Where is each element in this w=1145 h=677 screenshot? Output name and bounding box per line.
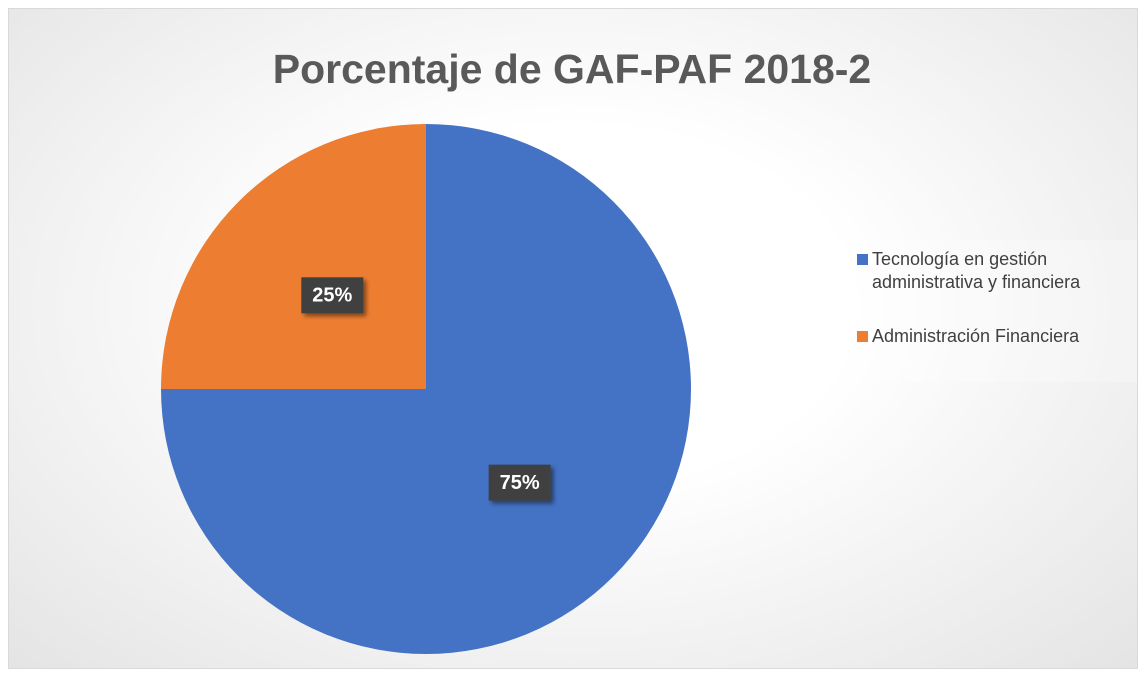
legend-label: Tecnología en gestión administrativa y f… — [872, 249, 1081, 292]
legend-swatch — [857, 254, 868, 265]
data-label-box — [301, 277, 364, 314]
data-label-box — [488, 464, 551, 501]
data-label-text: 75% — [500, 472, 540, 494]
legend-swatch — [857, 331, 868, 342]
pie-slice — [161, 124, 426, 389]
legend: Tecnología en gestión administrativa y f… — [845, 240, 1137, 382]
data-label: 25% — [301, 277, 364, 314]
data-label: 75% — [488, 464, 551, 501]
legend-entry: Tecnología en gestión administrativa y f… — [857, 248, 1127, 294]
chart-title: Porcentaje de GAF-PAF 2018-2 — [273, 46, 871, 92]
legend-entry: Administración Financiera — [857, 325, 1127, 348]
legend-label: Administración Financiera — [872, 326, 1080, 346]
data-label-text: 25% — [312, 285, 352, 307]
